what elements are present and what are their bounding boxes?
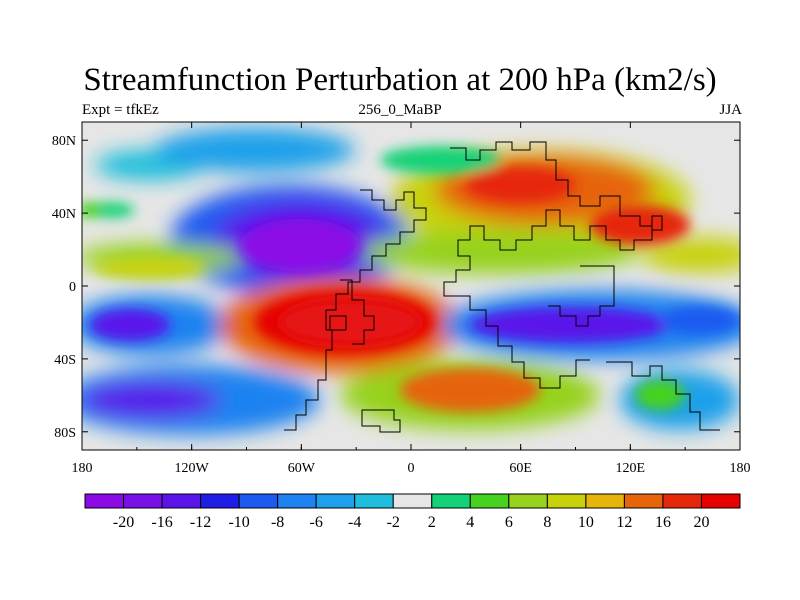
colorbar-label: -6 <box>310 514 323 531</box>
y-tick-label: 80S <box>54 426 76 441</box>
colorbar-label: 6 <box>505 514 513 531</box>
colorbar-swatch <box>392 493 433 509</box>
colorbar-swatch <box>315 493 356 509</box>
plot-title: Streamfunction Perturbation at 200 hPa (… <box>83 62 717 98</box>
colorbar-label: 8 <box>543 514 551 531</box>
y-tick-label: 40N <box>52 207 76 222</box>
colorbar-label: -4 <box>348 514 361 531</box>
colorbar-swatch <box>662 493 702 509</box>
colorbar-label: -2 <box>387 514 400 531</box>
colorbar-label: -12 <box>190 514 211 531</box>
colorbar: -20 -16 -12 -10 -8 -6 -4 -2 2 4 6 8 10 12 16 20 <box>84 493 741 531</box>
season-label: JJA <box>719 102 742 118</box>
colorbar-label: 10 <box>578 514 594 531</box>
colorbar-label: 12 <box>616 514 632 531</box>
colorbar-swatch <box>469 493 510 509</box>
colorbar-label: -16 <box>151 514 172 531</box>
experiment-label: Expt = tfkEz <box>82 102 159 118</box>
colorbar-swatch <box>623 493 664 509</box>
x-tick-label: 60W <box>288 461 316 476</box>
y-axis: 80N 40N 0 40S 80S <box>52 134 740 441</box>
colorbar-swatch <box>431 493 471 509</box>
x-tick-label: 120W <box>175 461 210 476</box>
colorbar-swatch <box>700 493 741 509</box>
y-tick-label: 0 <box>69 280 76 295</box>
case-label: 256_0_MaBP <box>358 102 442 118</box>
colorbar-label: -20 <box>113 514 134 531</box>
contour-field <box>82 122 740 450</box>
colorbar-swatch <box>161 493 202 509</box>
x-tick-label: 0 <box>408 461 415 476</box>
x-axis: 180 120W 60W 0 60E 120E 180 <box>72 122 751 476</box>
x-tick-label: 60E <box>509 461 532 476</box>
y-tick-label: 80N <box>52 134 76 149</box>
colorbar-label: 20 <box>693 514 709 531</box>
colorbar-label: 4 <box>466 514 474 531</box>
colorbar-label: 2 <box>428 514 436 531</box>
coastline-outlines <box>284 141 720 433</box>
colorbar-swatch <box>200 493 240 509</box>
colorbar-swatch <box>84 493 125 509</box>
y-tick-label: 40S <box>54 353 76 368</box>
colorbar-label: -10 <box>228 514 249 531</box>
colorbar-swatch <box>238 493 279 509</box>
x-tick-label: 180 <box>730 461 751 476</box>
x-tick-label: 120E <box>616 461 646 476</box>
colorbar-swatch <box>354 493 394 509</box>
colorbar-label: -8 <box>271 514 284 531</box>
colorbar-label: 16 <box>655 514 671 531</box>
colorbar-swatch <box>123 493 163 509</box>
x-tick-label: 180 <box>72 461 93 476</box>
colorbar-swatch <box>546 493 587 509</box>
colorbar-swatch <box>508 493 548 509</box>
colorbar-swatch <box>277 493 317 509</box>
colorbar-swatch <box>585 493 625 509</box>
